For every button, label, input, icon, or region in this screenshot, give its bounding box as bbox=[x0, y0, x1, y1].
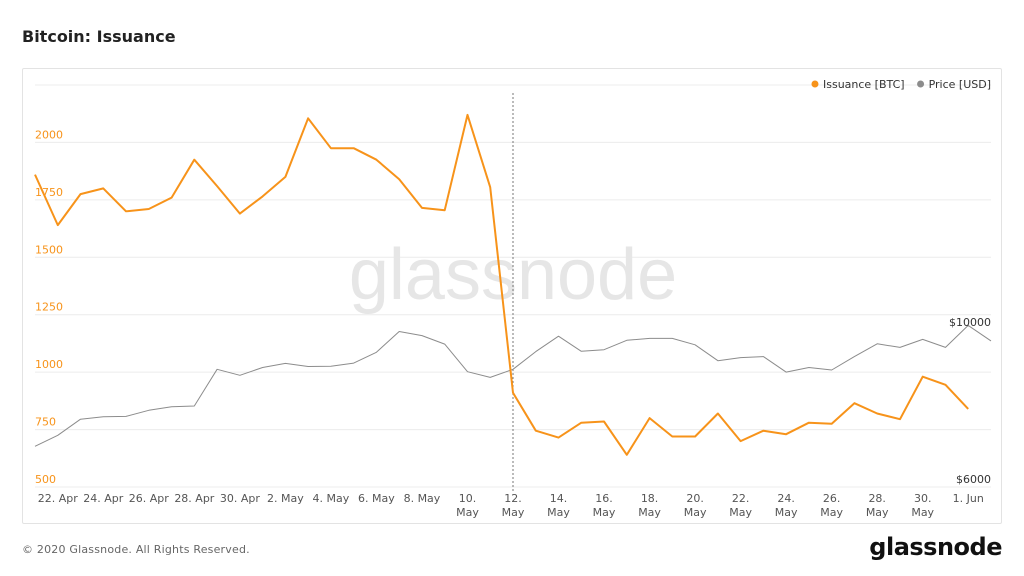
x-tick-label: 4. May bbox=[313, 492, 350, 505]
chart-card: glassnode 500 750 1000 1250 1500 1750 2000 $60… bbox=[22, 68, 1002, 524]
legend-dot bbox=[811, 80, 819, 88]
x-tick-label: 22. Apr bbox=[38, 492, 78, 505]
x-tick-label: 30. bbox=[914, 492, 932, 505]
legend-label[interactable]: Price [USD] bbox=[929, 78, 991, 91]
page-title: Bitcoin: Issuance bbox=[22, 27, 176, 46]
y-tick-label-right: $10000 bbox=[949, 316, 991, 329]
y-tick-label-right: $6000 bbox=[956, 473, 991, 486]
y-tick-label-left: 1750 bbox=[35, 186, 63, 199]
legend-dot bbox=[917, 80, 925, 88]
x-tick-label: 2. May bbox=[267, 492, 304, 505]
copyright-text: © 2020 Glassnode. All Rights Reserved. bbox=[22, 543, 250, 556]
x-tick-label: May bbox=[866, 506, 889, 519]
legend[interactable]: Price [USD] Issuance [BTC] bbox=[811, 78, 991, 91]
x-tick-label: 26. bbox=[823, 492, 841, 505]
x-axis: 22. Apr 24. Apr 26. Apr 28. Apr 30. Apr 2. Ma… bbox=[38, 492, 984, 519]
x-tick-label: 12. bbox=[504, 492, 522, 505]
x-tick-label: May bbox=[911, 506, 934, 519]
legend-label[interactable]: Issuance [BTC] bbox=[823, 78, 905, 91]
x-tick-label: 24. bbox=[777, 492, 795, 505]
x-tick-label: 18. bbox=[641, 492, 659, 505]
x-tick-label: 22. bbox=[732, 492, 750, 505]
y-tick-label-left: 1500 bbox=[35, 243, 63, 256]
left-axis: 500 750 1000 1250 1500 1750 2000 bbox=[35, 128, 63, 486]
x-tick-label: May bbox=[820, 506, 843, 519]
x-tick-label: May bbox=[729, 506, 752, 519]
x-tick-label: 20. bbox=[686, 492, 704, 505]
x-tick-label: 28. Apr bbox=[174, 492, 214, 505]
x-tick-label: May bbox=[456, 506, 479, 519]
x-tick-label: May bbox=[638, 506, 661, 519]
x-tick-label: May bbox=[775, 506, 798, 519]
x-tick-label: 24. Apr bbox=[83, 492, 123, 505]
x-tick-label: 30. Apr bbox=[220, 492, 260, 505]
x-tick-label: 10. bbox=[459, 492, 477, 505]
y-tick-label-left: 1250 bbox=[35, 301, 63, 314]
x-tick-label: May bbox=[502, 506, 525, 519]
x-tick-label: 14. bbox=[550, 492, 568, 505]
x-tick-label: 16. bbox=[595, 492, 613, 505]
issuance-series-line[interactable] bbox=[34, 113, 969, 456]
y-tick-label-left: 1000 bbox=[35, 358, 63, 371]
y-tick-label-left: 750 bbox=[35, 416, 56, 429]
x-tick-label: 28. bbox=[868, 492, 886, 505]
right-axis: $6000 $10000 bbox=[949, 316, 991, 486]
x-tick-label: 6. May bbox=[358, 492, 395, 505]
x-tick-label: 1. Jun bbox=[953, 492, 984, 505]
series-lines[interactable] bbox=[34, 113, 992, 456]
x-tick-label: 8. May bbox=[404, 492, 441, 505]
x-tick-label: May bbox=[684, 506, 707, 519]
x-tick-label: May bbox=[547, 506, 570, 519]
x-tick-label: May bbox=[593, 506, 616, 519]
y-tick-label-left: 500 bbox=[35, 473, 56, 486]
x-tick-label: 26. Apr bbox=[129, 492, 169, 505]
glassnode-logo[interactable]: glassnode bbox=[869, 533, 1002, 561]
price-series-line[interactable] bbox=[34, 324, 992, 447]
y-tick-label-left: 2000 bbox=[35, 128, 63, 141]
